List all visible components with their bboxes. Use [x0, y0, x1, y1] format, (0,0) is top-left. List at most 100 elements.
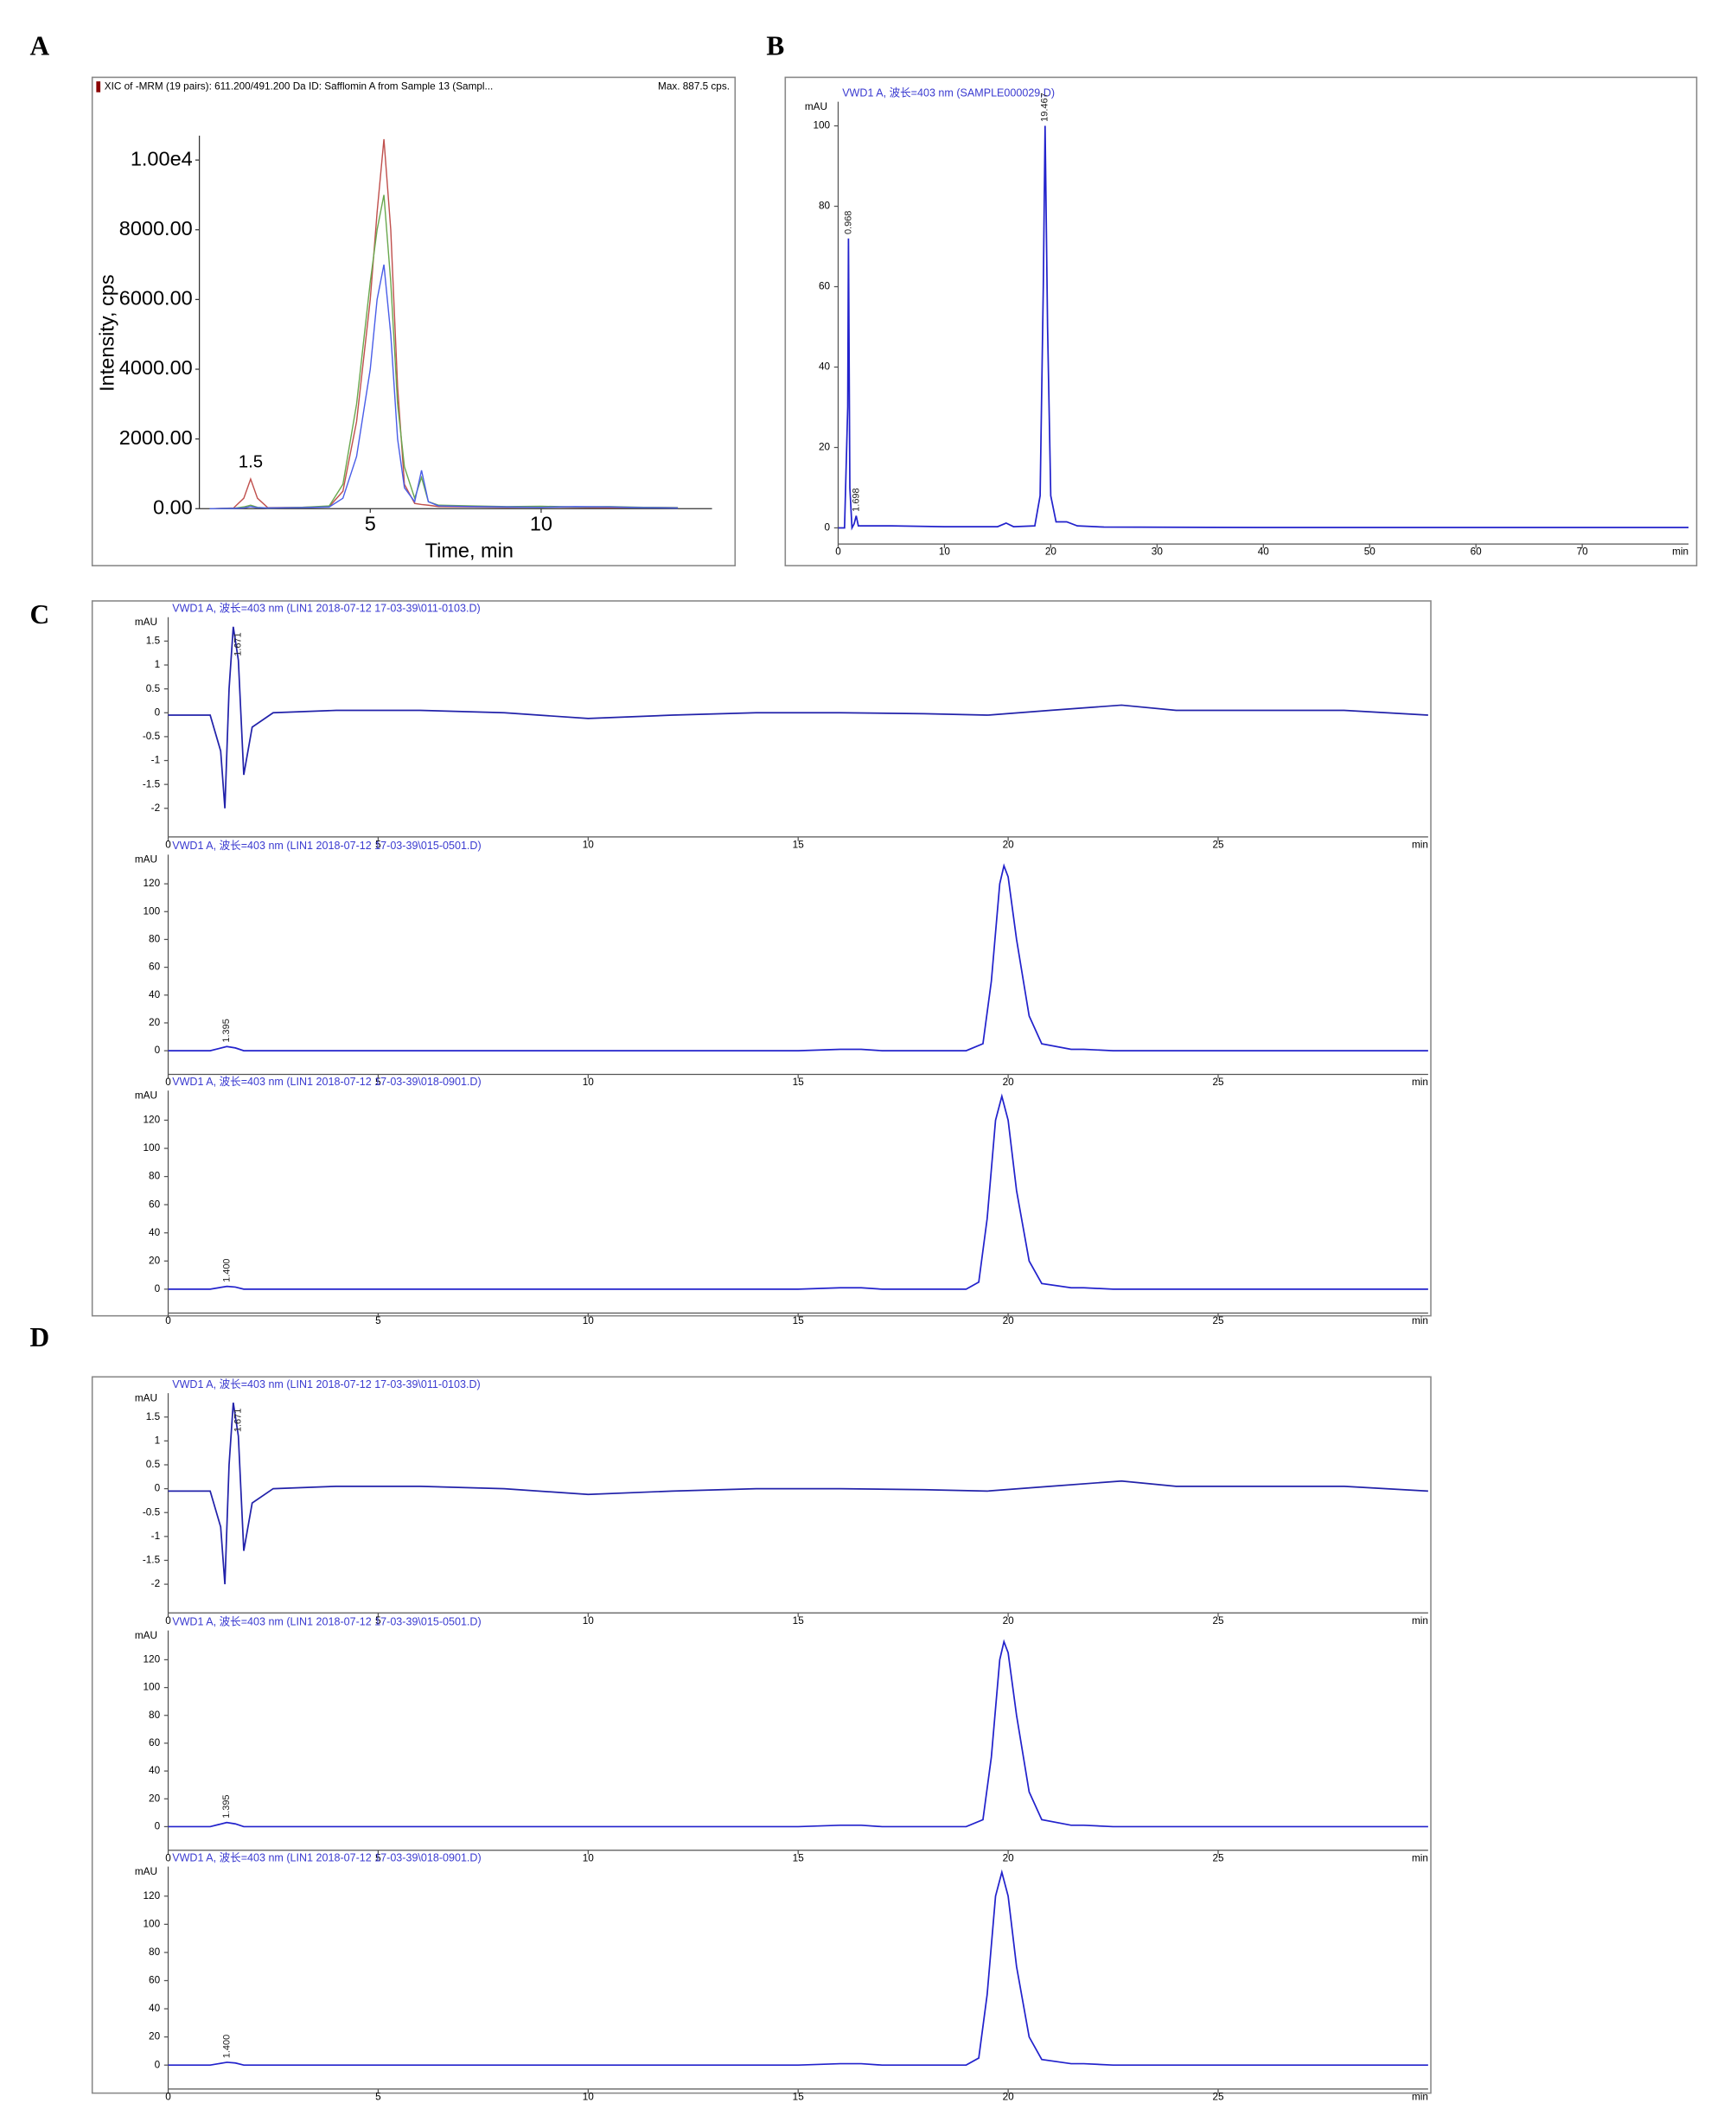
- x-tick-label: 0: [165, 1077, 171, 1088]
- chart-title: VWD1 A, 波长=403 nm (LIN1 2018-07-12 17-03…: [172, 840, 481, 852]
- x-tick-label: 20: [1003, 839, 1015, 850]
- x-tick-label: 0: [165, 839, 171, 850]
- x-tick-label: 10: [583, 839, 595, 850]
- y-tick-label: 1.00e4: [131, 147, 193, 169]
- x-axis-label: min: [1412, 1852, 1428, 1863]
- y-tick-label: 40: [149, 1227, 161, 1238]
- y-tick-label: -2: [151, 802, 160, 814]
- x-axis-label: min: [1412, 839, 1428, 850]
- y-tick-label: 80: [149, 1171, 161, 1182]
- peak-label: 1.395: [221, 1794, 232, 1818]
- y-tick-label: -1: [151, 755, 160, 766]
- x-tick-label: 0: [165, 1615, 171, 1627]
- x-tick-label: 10: [583, 1077, 595, 1088]
- y-axis-label: mAU: [135, 854, 157, 866]
- y-tick-label: 8000.00: [119, 217, 193, 240]
- x-tick-label: 5: [375, 1077, 381, 1088]
- x-tick-label: 25: [1212, 2091, 1224, 2102]
- x-tick-label: 0: [165, 2091, 171, 2102]
- y-tick-label: 40: [819, 361, 831, 373]
- y-axis-label: mAU: [135, 1630, 157, 1641]
- y-tick-label: 60: [149, 1975, 161, 1986]
- x-tick-label: 30: [1152, 546, 1164, 558]
- peak-label: 1.671: [233, 1409, 244, 1432]
- x-tick-label: 20: [1003, 1615, 1015, 1627]
- y-tick-label: 20: [149, 2031, 161, 2042]
- y-tick-label: 20: [149, 1017, 161, 1028]
- panel-frame: [91, 76, 737, 566]
- x-tick-label: 70: [1577, 546, 1589, 558]
- y-tick-label: 6000.00: [119, 287, 193, 310]
- trace: [168, 1403, 1428, 1585]
- x-tick-label: 15: [793, 1852, 805, 1863]
- y-tick-label: 80: [149, 1946, 161, 1958]
- x-tick-label: 0: [165, 1852, 171, 1863]
- y-tick-label: 40: [149, 2003, 161, 2014]
- y-tick-label: 4000.00: [119, 356, 193, 379]
- y-tick-label: 0: [825, 522, 831, 534]
- panel-label: C: [30, 599, 50, 630]
- y-axis-label: mAU: [135, 1866, 157, 1877]
- x-tick-label: 15: [793, 1077, 805, 1088]
- x-tick-label: 10: [530, 512, 552, 534]
- x-tick-label: 25: [1212, 839, 1224, 850]
- y-tick-label: 120: [144, 1890, 161, 1901]
- x-tick-label: 5: [375, 2091, 381, 2102]
- x-tick-label: 10: [583, 2091, 595, 2102]
- x-tick-label: 25: [1212, 1077, 1224, 1088]
- x-tick-label: 20: [1045, 546, 1057, 558]
- y-tick-label: -1: [151, 1531, 160, 1542]
- x-tick-label: 25: [1212, 1615, 1224, 1627]
- x-tick-label: 10: [583, 1615, 595, 1627]
- panel-label: A: [30, 31, 50, 61]
- panel-label: D: [30, 1322, 50, 1352]
- y-tick-label: 100: [144, 1142, 161, 1154]
- x-tick-label: 15: [793, 1615, 805, 1627]
- x-axis-label: min: [1412, 1615, 1428, 1627]
- x-axis-label: min: [1412, 2091, 1428, 2102]
- peak-label: 1.400: [221, 2035, 232, 2058]
- x-tick-label: 10: [583, 1315, 595, 1326]
- y-tick-label: 0: [155, 2059, 161, 2070]
- y-tick-label: 1: [155, 1435, 161, 1446]
- trace: [209, 195, 679, 509]
- y-tick-label: 60: [819, 281, 831, 292]
- max-label: Max. 887.5 cps.: [658, 81, 730, 93]
- y-tick-label: 60: [149, 962, 161, 973]
- chart-title: XIC of -MRM (19 pairs): 611.200/491.200 …: [105, 81, 494, 93]
- trace: [168, 1639, 1428, 1828]
- x-tick-label: 25: [1212, 1852, 1224, 1863]
- chart-title: VWD1 A, 波长=403 nm (SAMPLE000029.D): [842, 87, 1055, 99]
- y-tick-label: -0.5: [143, 731, 161, 742]
- x-tick-label: 10: [583, 1852, 595, 1863]
- x-tick-label: 15: [793, 2091, 805, 2102]
- x-axis-label: min: [1412, 1315, 1428, 1326]
- chart-title: VWD1 A, 波长=403 nm (LIN1 2018-07-12 17-03…: [172, 1076, 481, 1088]
- trace: [168, 626, 1428, 809]
- trace: [838, 125, 1689, 531]
- x-tick-label: 0: [165, 1315, 171, 1326]
- peak-label: 19.467: [1040, 93, 1050, 122]
- trace: [168, 1869, 1428, 2067]
- x-tick-label: 20: [1003, 1315, 1015, 1326]
- y-axis-label: mAU: [135, 1090, 157, 1102]
- trace: [168, 1093, 1428, 1290]
- y-tick-label: 60: [149, 1198, 161, 1210]
- y-tick-label: -1.5: [143, 1555, 161, 1566]
- panel-frame: [91, 600, 1432, 1317]
- panel-label: B: [766, 31, 784, 61]
- y-axis-label: mAU: [805, 101, 827, 112]
- trace: [168, 863, 1428, 1051]
- y-axis-label: mAU: [135, 1392, 157, 1403]
- x-tick-label: 50: [1364, 546, 1376, 558]
- chart-title: VWD1 A, 波长=403 nm (LIN1 2018-07-12 17-03…: [172, 1378, 481, 1390]
- y-tick-label: 120: [144, 878, 161, 889]
- y-tick-label: -2: [151, 1578, 160, 1589]
- trace: [209, 264, 679, 509]
- y-tick-label: 80: [819, 201, 831, 212]
- y-tick-label: 120: [144, 1115, 161, 1126]
- x-tick-label: 25: [1212, 1315, 1224, 1326]
- chart-title: VWD1 A, 波长=403 nm (LIN1 2018-07-12 17-03…: [172, 603, 481, 615]
